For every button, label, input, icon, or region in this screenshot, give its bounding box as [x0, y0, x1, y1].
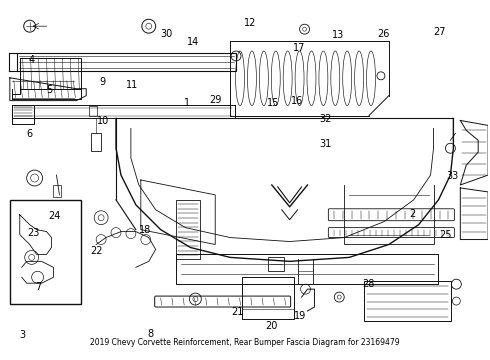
- Text: 4: 4: [29, 55, 35, 65]
- Text: 2019 Chevy Corvette Reinforcement, Rear Bumper Fascia Diagram for 23169479: 2019 Chevy Corvette Reinforcement, Rear …: [90, 338, 400, 347]
- Bar: [242, 277, 294, 319]
- Text: 30: 30: [160, 29, 172, 39]
- Text: 27: 27: [433, 27, 446, 37]
- Text: 15: 15: [267, 98, 279, 108]
- Text: 19: 19: [294, 311, 307, 321]
- Text: 16: 16: [292, 96, 304, 106]
- Bar: [364, 281, 451, 321]
- Bar: [175, 200, 200, 260]
- Text: 7: 7: [35, 282, 42, 292]
- Text: 6: 6: [26, 129, 33, 139]
- Text: 11: 11: [125, 80, 138, 90]
- Text: 33: 33: [446, 171, 458, 181]
- Text: 18: 18: [139, 225, 151, 235]
- Text: 24: 24: [48, 211, 61, 221]
- Bar: [17, 53, 236, 71]
- Bar: [10, 200, 81, 304]
- Text: 26: 26: [377, 29, 390, 39]
- Text: 25: 25: [440, 230, 452, 240]
- Text: 13: 13: [332, 30, 344, 40]
- Text: 32: 32: [319, 113, 331, 123]
- Text: 8: 8: [147, 329, 153, 339]
- Text: 9: 9: [99, 77, 106, 87]
- Text: 29: 29: [210, 95, 222, 105]
- Bar: [12, 105, 34, 125]
- Bar: [89, 105, 97, 116]
- Bar: [91, 133, 101, 151]
- Text: 12: 12: [244, 18, 256, 28]
- Text: 2: 2: [410, 209, 416, 219]
- Text: 3: 3: [19, 330, 25, 341]
- Text: 28: 28: [362, 279, 374, 289]
- Bar: [53, 185, 61, 197]
- Text: 22: 22: [91, 246, 103, 256]
- Text: 1: 1: [184, 98, 190, 108]
- Text: 21: 21: [231, 307, 244, 317]
- Text: 14: 14: [187, 37, 199, 47]
- Text: 20: 20: [266, 321, 278, 331]
- Bar: [20, 58, 81, 89]
- Bar: [268, 257, 284, 271]
- Text: 10: 10: [97, 116, 109, 126]
- Text: 5: 5: [47, 85, 52, 95]
- Text: 31: 31: [319, 139, 331, 149]
- Text: 23: 23: [27, 228, 40, 238]
- Text: 17: 17: [294, 43, 306, 53]
